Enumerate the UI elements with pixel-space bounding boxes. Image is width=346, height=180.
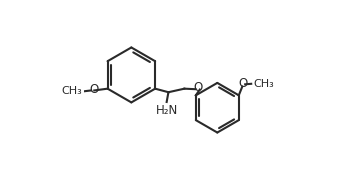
Text: H₂N: H₂N (156, 104, 178, 117)
Text: O: O (193, 81, 202, 94)
Text: O: O (89, 83, 98, 96)
Text: CH₃: CH₃ (253, 79, 274, 89)
Text: O: O (239, 77, 248, 90)
Text: CH₃: CH₃ (61, 86, 82, 96)
